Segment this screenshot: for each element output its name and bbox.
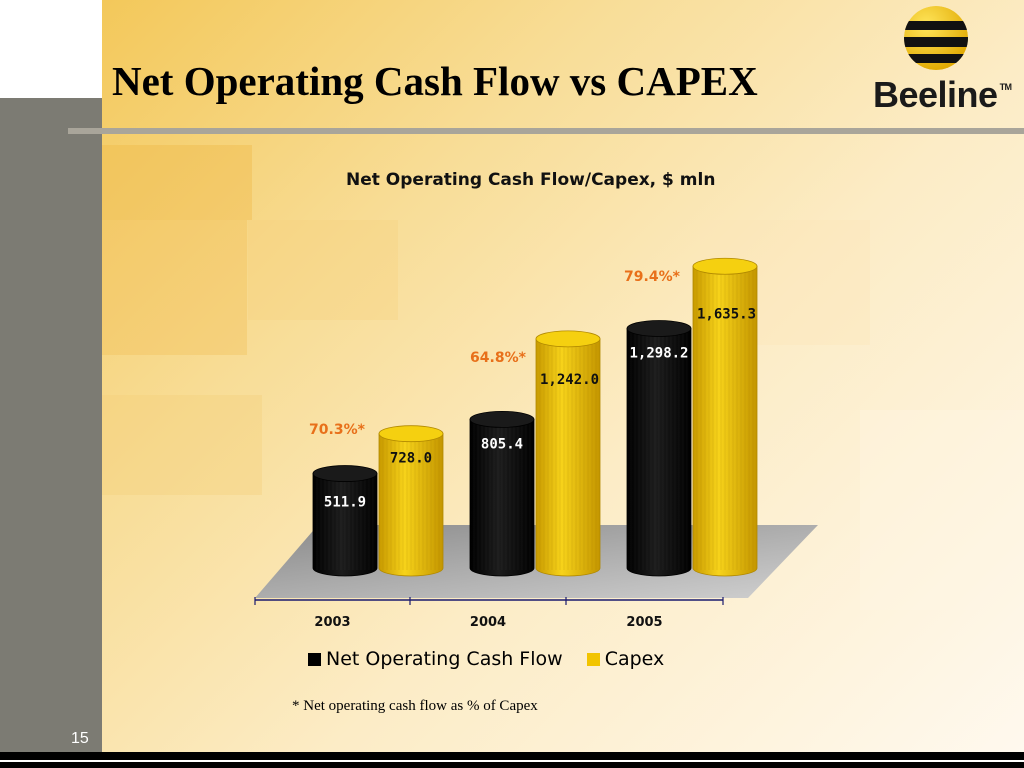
- bottom-bar: [0, 752, 1024, 768]
- bar-capex-2005: [692, 257, 758, 577]
- data-label: 1,635.3: [697, 306, 756, 322]
- percent-annotation: 70.3%*: [309, 422, 366, 438]
- background-tile: [102, 220, 247, 355]
- background-tile: [248, 220, 398, 320]
- x-tick-label: 2004: [470, 615, 506, 630]
- bar-net-operating-cash-flow-2004: [469, 411, 535, 577]
- data-label: 1,242.0: [540, 372, 599, 388]
- beeline-logo-text: Beeline TM: [873, 74, 1012, 115]
- slide-title: Net Operating Cash Flow vs CAPEX: [112, 58, 758, 104]
- title-underline: [68, 128, 1024, 134]
- data-label: 511.9: [324, 495, 366, 511]
- bar-net-operating-cash-flow-2003: [312, 465, 378, 577]
- background-tile: [102, 395, 262, 495]
- legend-item-net-operating-cash-flow: Net Operating Cash Flow: [308, 648, 563, 670]
- x-tick-label: 2003: [314, 615, 350, 630]
- data-label: 728.0: [390, 451, 432, 467]
- x-tick-label: 2005: [626, 615, 662, 630]
- chart-title: Net Operating Cash Flow/Capex, $ mln: [346, 170, 716, 190]
- beeline-logo-icon: [904, 6, 968, 70]
- legend-item-capex: Capex: [586, 648, 665, 670]
- data-label: 1,298.2: [629, 345, 688, 361]
- percent-annotation: 79.4%*: [624, 269, 681, 285]
- page-number: 15: [71, 730, 89, 747]
- background-tile: [860, 410, 1024, 610]
- percent-annotation: 64.8%*: [470, 350, 527, 366]
- legend-swatch-yellow: [586, 652, 600, 666]
- bar-capex-2004: [535, 330, 601, 577]
- footnote: * Net operating cash flow as % of Capex: [292, 698, 538, 714]
- background-tile: [102, 145, 252, 220]
- legend-label: Net Operating Cash Flow: [326, 648, 563, 670]
- data-label: 805.4: [481, 436, 523, 452]
- bar-net-operating-cash-flow-2005: [626, 320, 692, 577]
- bar-capex-2003: [378, 425, 444, 577]
- legend-label: Capex: [604, 648, 665, 670]
- left-white-block: [0, 0, 102, 98]
- legend-swatch-black: [308, 652, 321, 666]
- chart-legend: Net Operating Cash Flow Capex: [308, 648, 688, 670]
- left-side-bar: [0, 98, 102, 752]
